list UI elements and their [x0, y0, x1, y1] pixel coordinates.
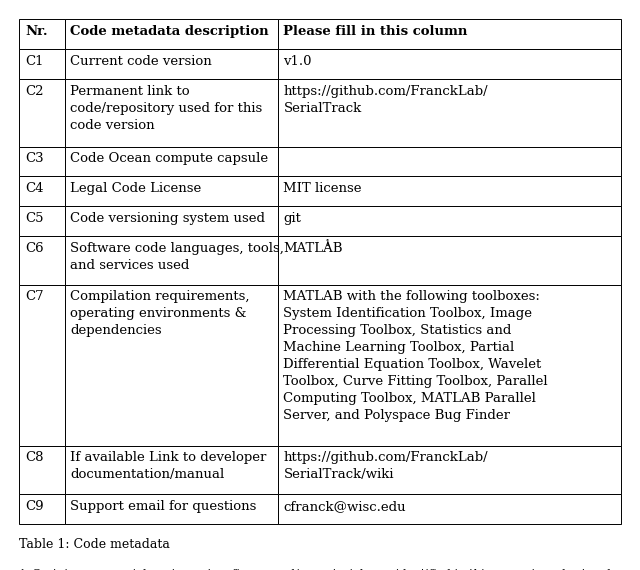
Bar [19, 50, 65, 79]
Text: C9: C9 [25, 500, 44, 513]
Text: C5: C5 [25, 212, 44, 225]
Text: Compilation requirements,
operating environments &
dependencies: Compilation requirements, operating envi… [70, 290, 250, 337]
Text: https://github.com/FranckLab/
SerialTrack: https://github.com/FranckLab/ SerialTrac… [284, 85, 488, 115]
Text: https://github.com/FranckLab/
SerialTrack/wiki: https://github.com/FranckLab/ SerialTrac… [284, 451, 488, 482]
Text: C1: C1 [25, 55, 44, 68]
Bar [278, 236, 621, 285]
Text: 1: 1 [324, 239, 330, 248]
Bar [278, 50, 621, 79]
Text: Current code version: Current code version [70, 55, 212, 68]
Text: C2: C2 [25, 85, 44, 97]
Bar [278, 446, 621, 494]
Bar [278, 285, 621, 446]
Text: MATLAB with the following toolboxes:
System Identification Toolbox, Image
Proces: MATLAB with the following toolboxes: Sys… [284, 290, 548, 422]
Bar [65, 494, 278, 524]
Text: Nr.: Nr. [25, 25, 47, 38]
Bar [19, 236, 65, 285]
Text: Support email for questions: Support email for questions [70, 500, 257, 513]
Text: 1: 1 [19, 569, 25, 570]
Bar [278, 79, 621, 146]
Text: C3: C3 [25, 152, 44, 165]
Bar [65, 79, 278, 146]
Text: C6: C6 [25, 242, 44, 255]
Bar [65, 236, 278, 285]
Text: Table 1: Code metadata: Table 1: Code metadata [19, 538, 170, 551]
Text: Software code languages, tools,
and services used: Software code languages, tools, and serv… [70, 242, 284, 272]
Text: MIT license: MIT license [284, 182, 362, 195]
Text: Legal Code License: Legal Code License [70, 182, 202, 195]
Bar [65, 446, 278, 494]
Bar [19, 176, 65, 206]
Bar [278, 19, 621, 50]
Bar [65, 285, 278, 446]
Bar [65, 176, 278, 206]
Text: Certain commercial equipment, software and/or materials are identified in this p: Certain commercial equipment, software a… [32, 569, 640, 570]
Text: git: git [284, 212, 301, 225]
Text: C7: C7 [25, 290, 44, 303]
Bar [19, 146, 65, 176]
Bar [65, 19, 278, 50]
Bar [65, 146, 278, 176]
Text: Code Ocean compute capsule: Code Ocean compute capsule [70, 152, 268, 165]
Bar [19, 446, 65, 494]
Text: Code metadata description: Code metadata description [70, 25, 269, 38]
Text: cfranck@wisc.edu: cfranck@wisc.edu [284, 500, 406, 513]
Bar [65, 50, 278, 79]
Text: Code versioning system used: Code versioning system used [70, 212, 265, 225]
Bar [278, 206, 621, 236]
Bar [65, 206, 278, 236]
Bar [278, 146, 621, 176]
Bar [19, 285, 65, 446]
Bar [278, 176, 621, 206]
Text: Permanent link to
code/repository used for this
code version: Permanent link to code/repository used f… [70, 85, 262, 132]
Text: v1.0: v1.0 [284, 55, 312, 68]
Text: Please fill in this column: Please fill in this column [284, 25, 468, 38]
Bar [19, 206, 65, 236]
Bar [19, 19, 65, 50]
Text: C4: C4 [25, 182, 44, 195]
Bar [278, 494, 621, 524]
Text: If available Link to developer
documentation/manual: If available Link to developer documenta… [70, 451, 266, 482]
Text: C8: C8 [25, 451, 44, 465]
Bar [19, 79, 65, 146]
Bar [19, 494, 65, 524]
Text: MATLAB: MATLAB [284, 242, 343, 255]
